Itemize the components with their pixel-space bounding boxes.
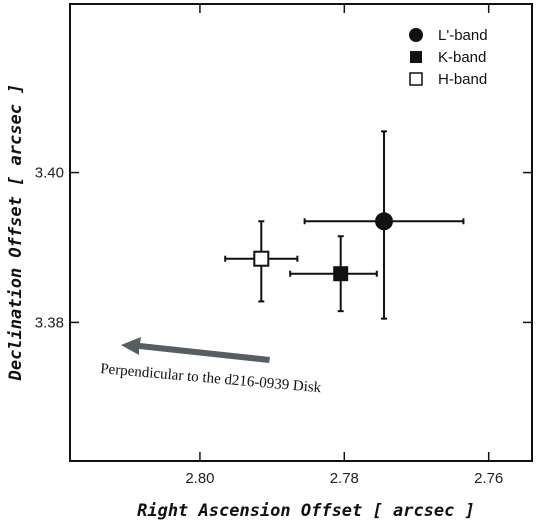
- x-tick-label: 2.78: [330, 470, 359, 487]
- series-hband: [224, 220, 299, 303]
- series-lband: [303, 130, 465, 320]
- legend-marker: [410, 51, 422, 63]
- legend-label: H-band: [438, 71, 487, 88]
- legend: L'-band K-band H-band: [409, 27, 488, 88]
- y-tick-label: 3.38: [35, 314, 64, 331]
- legend-marker: [409, 28, 423, 42]
- perpendicular-arrow: [121, 337, 270, 363]
- annotation-text: Perpendicular to the d216-0939 Disk: [100, 361, 323, 396]
- x-axis-title: Right Ascension Offset [ arcsec ]: [137, 501, 475, 521]
- legend-label: L'-band: [438, 27, 488, 44]
- data-point: [333, 266, 349, 282]
- axis-ticks: 2.80 2.78 2.76 3.38 3.40: [35, 4, 532, 487]
- y-axis-title: Declination Offset [ arcsec ]: [6, 84, 26, 382]
- data-point: [375, 212, 394, 231]
- y-tick-label: 3.40: [35, 165, 64, 182]
- plot-frame: [69, 3, 533, 462]
- x-tick-label: 2.80: [185, 470, 214, 487]
- data-series: [224, 130, 465, 320]
- series-kband: [289, 235, 378, 313]
- data-point: [253, 250, 270, 267]
- legend-label: K-band: [438, 49, 486, 66]
- annotation: Perpendicular to the d216-0939 Disk: [100, 337, 323, 396]
- x-tick-label: 2.76: [474, 470, 503, 487]
- legend-marker: [409, 72, 423, 86]
